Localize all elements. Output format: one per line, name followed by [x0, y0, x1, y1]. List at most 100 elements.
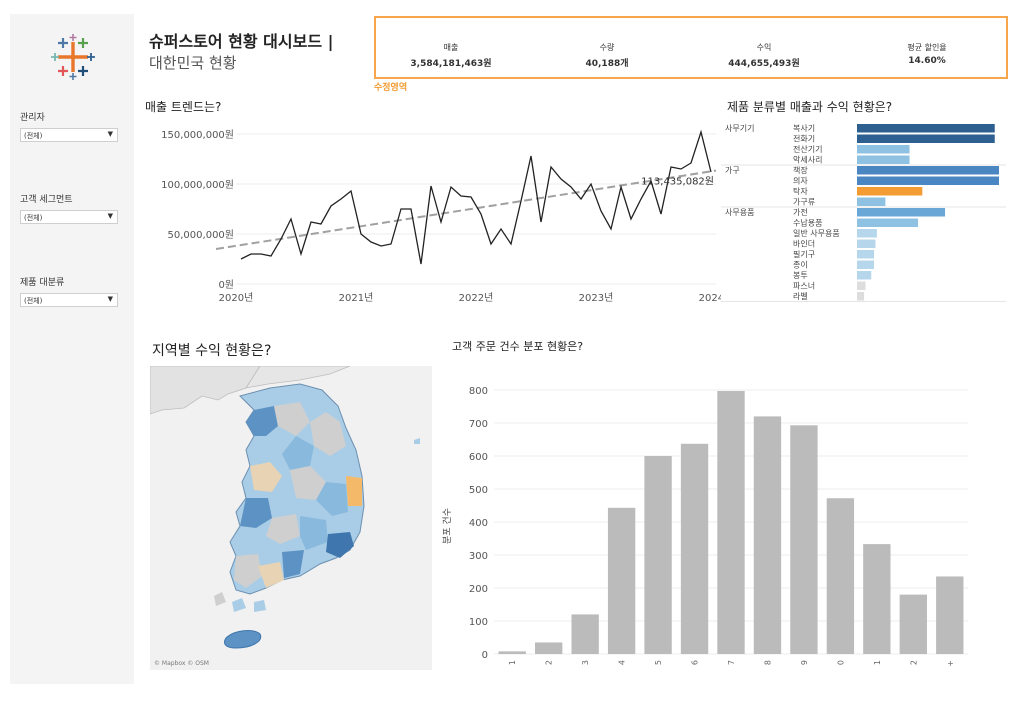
x-tick-label: 2023년 — [579, 292, 614, 304]
map-region — [300, 516, 328, 550]
category-bar — [857, 124, 995, 133]
map-attribution: © Mapbox © OSM — [154, 660, 209, 667]
map-region — [266, 514, 300, 544]
category-bar — [857, 260, 875, 269]
filter-sidebar: 관리자 (전체) ▼ 고객 세그먼트 (전체) ▼ 제품 대분류 (전체) ▼ — [10, 14, 134, 684]
filter-product-category: 제품 대분류 (전체) ▼ — [20, 275, 132, 307]
distribution-bar — [717, 390, 745, 654]
map-region — [240, 498, 272, 528]
category-group-label: 가구 — [725, 166, 740, 175]
dist-title: 고객 주문 건수 분포 현황은? — [452, 340, 584, 353]
category-group-label: 사무용품 — [725, 208, 754, 217]
x-tick-label: 3 — [581, 660, 590, 665]
dropdown-value: (전체) — [24, 132, 43, 140]
x-tick-label: 1 — [508, 660, 517, 665]
filter-customer-segment: 고객 세그먼트 (전체) ▼ — [20, 192, 132, 224]
dropdown-value: (전체) — [24, 297, 43, 305]
y-tick-label: 150,000,000원 — [161, 129, 234, 141]
x-tick-label: 13+ — [946, 660, 955, 666]
x-tick-label: 9 — [800, 660, 809, 665]
sales-line — [240, 129, 712, 265]
y-tick-label: 0 — [482, 650, 488, 661]
distribution-bar — [644, 456, 672, 654]
map-region — [310, 412, 346, 456]
region-profit-map[interactable]: © Mapbox © OSM — [150, 366, 432, 670]
dashboard-main: 슈퍼스토어 현황 대시보드 | 대한민국 현황 매출 3,584,181,463… — [136, 14, 1012, 684]
x-tick-label: 12 — [909, 660, 918, 666]
subcategory-label: 수납용품 — [793, 219, 822, 228]
subcategory-label: 복사기 — [793, 124, 815, 133]
x-tick-label: 2021년 — [339, 292, 374, 304]
kpi-value: 40,188개 — [585, 59, 629, 69]
category-bar — [857, 281, 866, 290]
map-island — [414, 438, 420, 444]
map-region — [282, 550, 304, 578]
x-tick-label: 2022년 — [459, 292, 494, 304]
kpi-sales: 매출 3,584,181,463원 — [376, 42, 526, 69]
manager-dropdown[interactable]: (전체) ▼ — [20, 128, 118, 142]
edit-area-note: 수정영역 — [374, 83, 408, 93]
category-bar — [857, 271, 872, 280]
chevron-down-icon: ▼ — [107, 212, 113, 220]
category-bar — [857, 176, 999, 185]
kpi-value: 444,655,493원 — [728, 59, 800, 69]
y-tick-label: 600 — [469, 452, 488, 463]
x-tick-label: 10 — [836, 660, 845, 666]
category-bar — [857, 250, 875, 259]
kpi-label: 수량 — [599, 43, 615, 52]
map-island — [232, 598, 246, 612]
category-bar — [857, 239, 876, 248]
subcategory-label: 악세사리 — [793, 155, 822, 165]
category-bar — [857, 197, 886, 206]
distribution-bar — [607, 507, 636, 654]
distribution-bar — [826, 498, 855, 654]
distribution-bar — [899, 594, 927, 654]
kpi-profit: 수익 444,655,493원 — [689, 42, 839, 69]
map-region — [326, 532, 354, 558]
map-land-north-east — [245, 366, 351, 389]
x-tick-label: 7 — [727, 660, 736, 665]
distribution-bar — [753, 416, 782, 654]
category-bar — [857, 166, 999, 175]
x-tick-label: 8 — [763, 660, 772, 665]
y-tick-label: 50,000,000원 — [168, 229, 234, 241]
filter-label: 제품 대분류 — [20, 278, 65, 288]
category-bar — [857, 145, 910, 154]
y-tick-label: 200 — [469, 584, 488, 595]
map-region — [316, 482, 348, 516]
category-bar — [857, 155, 910, 164]
page-subtitle: 대한민국 현황 — [149, 54, 237, 72]
x-tick-label: 2 — [545, 660, 554, 665]
kpi-avg-discount: 평균 할인율 14.60% — [852, 42, 1002, 66]
y-tick-label: 500 — [469, 485, 488, 496]
subcategory-label: 전산기기 — [793, 144, 822, 154]
category-bar — [857, 218, 919, 227]
kpi-quantity: 수량 40,188개 — [532, 42, 682, 69]
sales-trend-chart[interactable]: 0원 50,000,000원 100,000,000원 150,000,000원 202… — [136, 114, 721, 314]
subcategory-label: 일반 사무용품 — [793, 229, 840, 238]
y-tick-label: 100 — [469, 617, 488, 628]
category-title: 제품 분류별 매출과 수익 현황은? — [727, 100, 893, 114]
distribution-bar — [571, 614, 599, 654]
x-tick-label: 4 — [618, 660, 627, 665]
category-dropdown[interactable]: (전체) ▼ — [20, 293, 118, 307]
subcategory-label: 책장 — [793, 165, 808, 175]
map-island — [254, 600, 266, 612]
subcategory-label: 바인더 — [793, 239, 815, 249]
y-tick-label: 100,000,000원 — [161, 179, 234, 191]
trend-line — [215, 169, 717, 250]
map-region — [250, 462, 282, 492]
category-bar — [857, 187, 923, 196]
kpi-value: 14.60% — [908, 56, 946, 66]
kpi-label: 수익 — [756, 43, 772, 52]
subcategory-label: 파스너 — [793, 281, 815, 291]
subcategory-label: 필기구 — [793, 249, 815, 259]
trend-end-label: 113,435,082원 — [641, 176, 714, 188]
category-bar — [857, 292, 865, 301]
segment-dropdown[interactable]: (전체) ▼ — [20, 210, 118, 224]
subcategory-label: 가전 — [793, 207, 808, 217]
map-region — [274, 402, 310, 436]
map-region — [234, 554, 262, 588]
